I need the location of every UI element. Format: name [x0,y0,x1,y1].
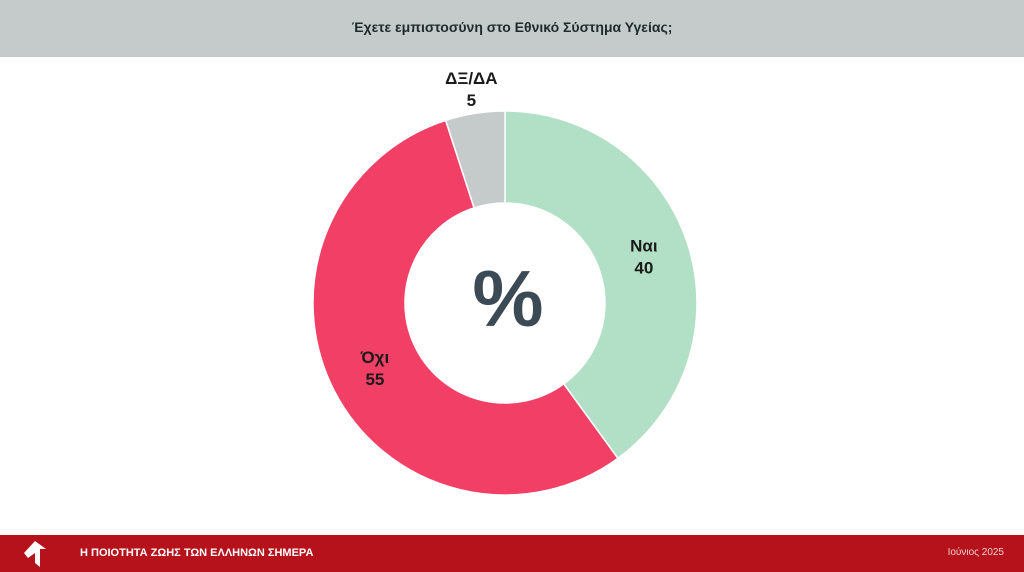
donut-slice [312,119,619,496]
value-label: 5 [467,91,476,110]
footer-band: Η ΠΟΙΟΤΗΤΑ ΖΩΗΣ ΤΩΝ ΕΛΛΗΝΩΝ ΣΗΜΕΡΑ Ιούνι… [0,535,1024,572]
slice-label: Όχι [360,348,390,367]
slice-label: ΔΞ/ΔΑ [445,69,497,88]
header-band: Έχετε εμπιστοσύνη στο Εθνικό Σύστημα Υγε… [0,0,1024,57]
value-label: 55 [365,370,384,389]
value-label: 40 [634,258,653,277]
logo [24,541,46,567]
chart: Ναι 40 Όχι 55 ΔΞ/ΔΑ 5% [312,69,698,496]
footer-title: Η ΠΟΙΟΤΗΤΑ ΖΩΗΣ ΤΩΝ ΕΛΛΗΝΩΝ ΣΗΜΕΡΑ [80,547,314,559]
footer-date: Ιούνιος 2025 [947,547,1004,558]
slice-label: Ναι [630,236,658,255]
center-label: % [472,254,543,343]
donut-slice [504,110,698,460]
donut-slice [444,110,506,209]
chart-title: Έχετε εμπιστοσύνη στο Εθνικό Σύστημα Υγε… [351,19,673,35]
